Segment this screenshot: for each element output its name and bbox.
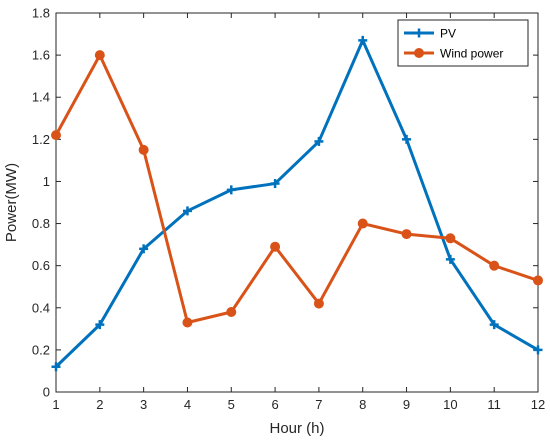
data-point — [533, 275, 543, 286]
x-tick-label: 11 — [487, 397, 501, 412]
legend: PV Wind power — [397, 19, 529, 67]
data-point — [445, 254, 455, 264]
legend-marker — [414, 28, 424, 38]
y-tick-label: 1.8 — [32, 6, 50, 21]
x-tick-label: 3 — [140, 397, 147, 412]
legend-item: Wind power — [404, 47, 503, 61]
series-layer — [51, 35, 543, 372]
y-tick-label: 0.6 — [32, 258, 50, 273]
data-point — [489, 320, 499, 330]
data-point — [314, 136, 324, 146]
y-tick-label: 1.6 — [32, 48, 50, 63]
y-tick-label: 1.2 — [32, 132, 50, 147]
data-point — [533, 345, 543, 355]
data-point — [402, 134, 412, 144]
x-tick-label: 2 — [96, 397, 103, 412]
data-point — [51, 362, 61, 372]
data-point — [138, 144, 149, 155]
data-point — [94, 50, 105, 61]
y-tick-label: 0.4 — [32, 300, 50, 315]
data-point — [357, 218, 368, 229]
legend-label: PV — [440, 27, 456, 41]
legend-label: Wind power — [440, 47, 503, 61]
x-tick-label: 7 — [315, 397, 322, 412]
axis-ticks: 1 2 3 4 5 6 7 8 9 10 11 1200.20.40.60.811.21.41.61.… — [32, 6, 545, 413]
x-tick-label: 4 — [184, 397, 191, 412]
data-point — [270, 241, 281, 252]
data-point — [313, 298, 324, 309]
series-1 — [51, 35, 543, 372]
y-tick-label: 0.2 — [32, 342, 50, 357]
data-point — [226, 306, 237, 317]
x-tick-label: 5 — [228, 397, 235, 412]
data-point — [182, 317, 193, 328]
y-tick-label: 1.4 — [32, 90, 50, 105]
data-point — [182, 206, 192, 216]
series-line — [54, 53, 539, 325]
x-axis-label: Hour (h) — [269, 420, 324, 437]
plot-area — [55, 12, 539, 393]
legend-item: PV — [404, 27, 456, 41]
y-tick-label: 0.8 — [32, 216, 50, 231]
x-tick-label: 8 — [359, 397, 366, 412]
data-point — [489, 260, 500, 271]
x-tick-label: 6 — [271, 397, 278, 412]
y-axis-label: Power(MW) — [3, 163, 20, 242]
legend-marker — [414, 48, 424, 58]
data-point — [95, 320, 105, 330]
series-line — [54, 38, 539, 368]
data-point — [51, 130, 61, 141]
data-point — [139, 244, 149, 254]
legend-box — [397, 19, 529, 67]
series-2 — [51, 50, 543, 328]
data-point — [401, 229, 412, 240]
x-tick-label: 10 — [443, 397, 457, 412]
data-point — [270, 179, 280, 189]
x-tick-label: 1 — [52, 397, 59, 412]
data-point — [358, 35, 368, 45]
y-tick-label: 1 — [43, 174, 50, 189]
x-tick-label: 9 — [403, 397, 410, 412]
x-tick-label: 12 — [531, 397, 545, 412]
data-point — [226, 185, 236, 195]
y-tick-label: 0 — [43, 385, 50, 400]
data-point — [445, 233, 456, 244]
